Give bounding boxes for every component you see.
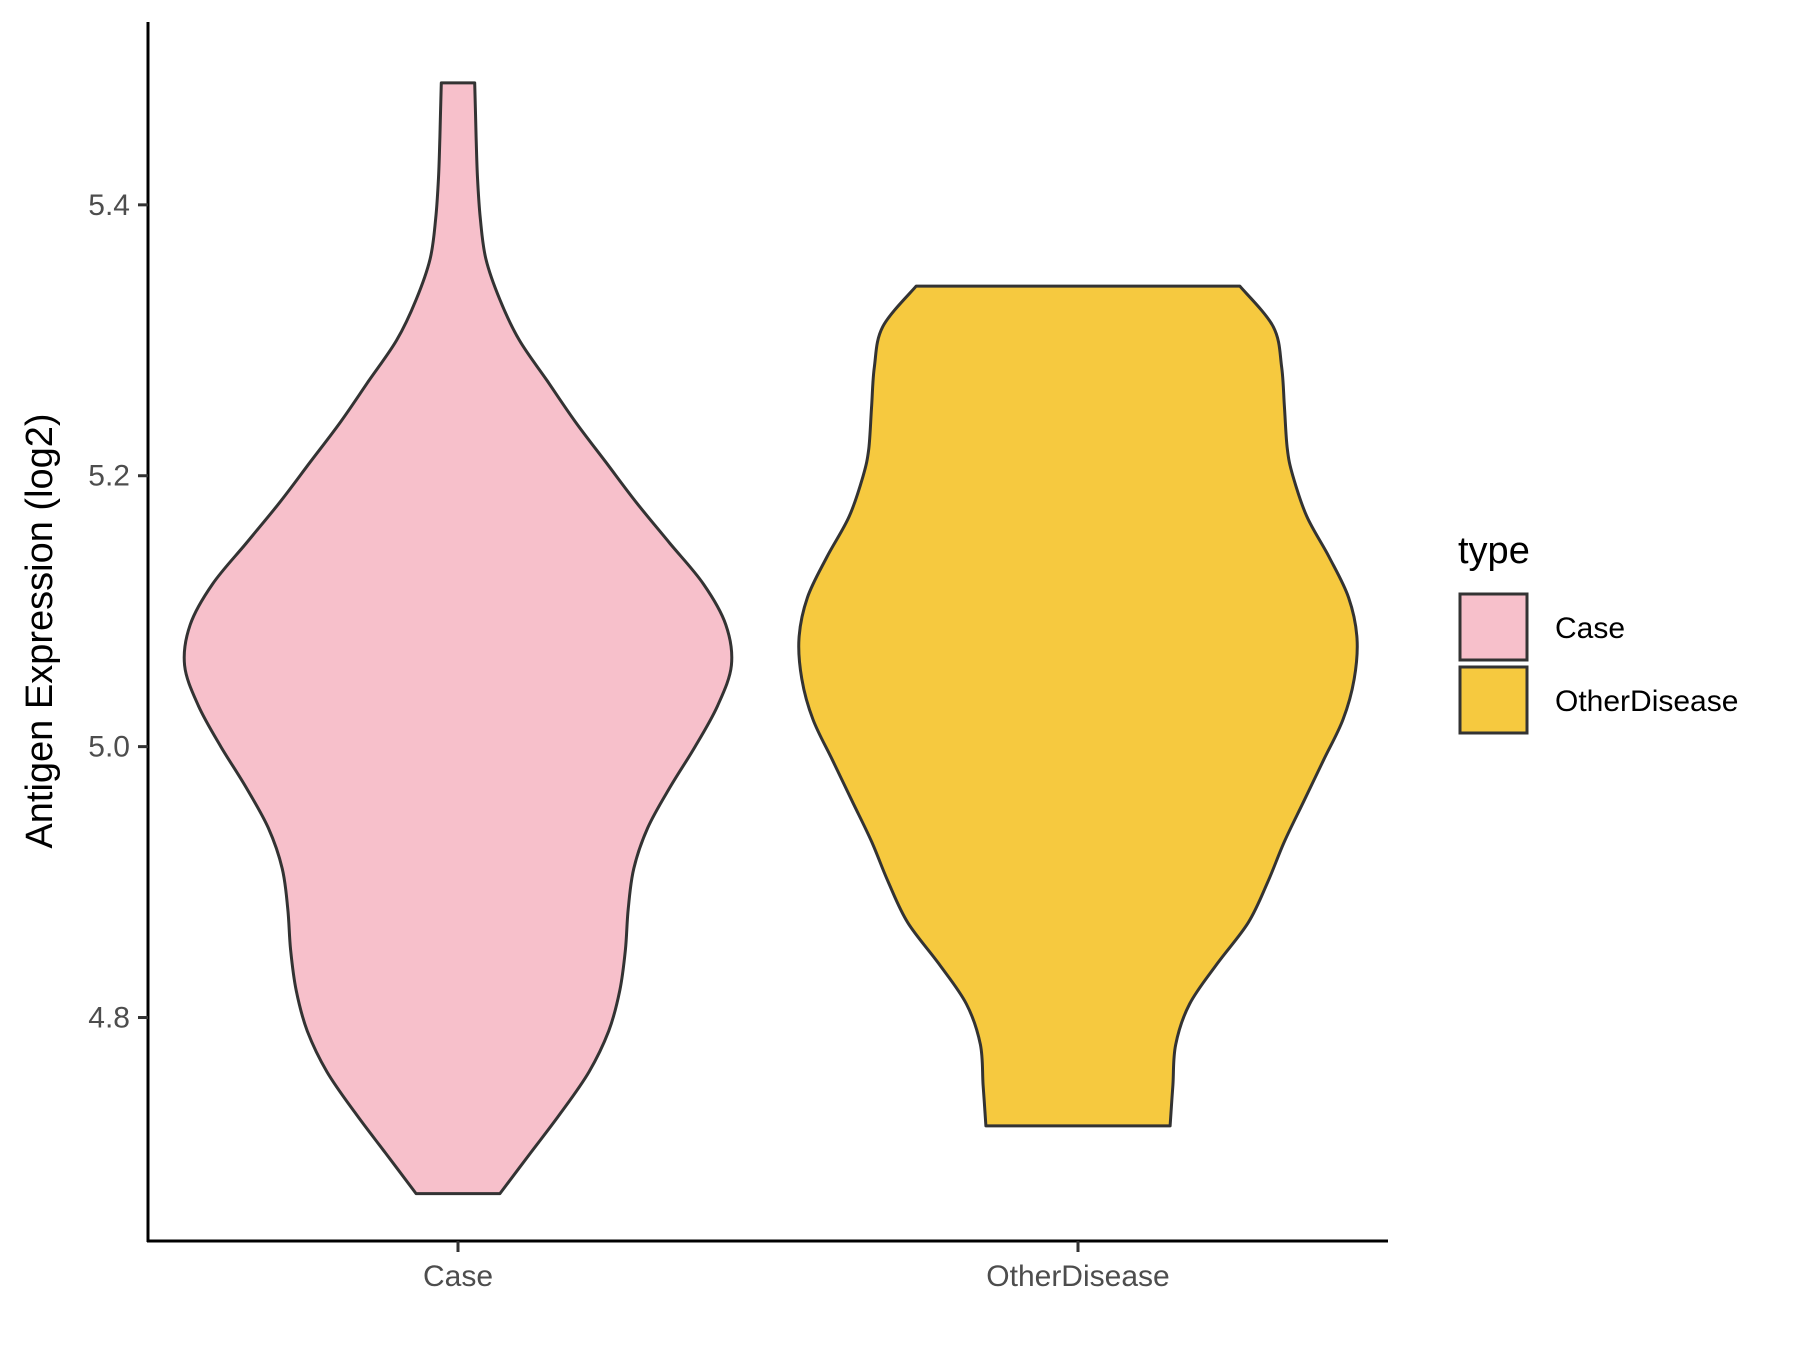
x-tick-layer: Case OtherDisease [423,1241,1170,1293]
violin-case [182,81,734,1196]
y-axis-title: Antigen Expression (log2) [19,413,61,848]
x-tick-label: OtherDisease [986,1260,1169,1293]
legend: type Case OtherDisease [1458,530,1738,735]
y-tick-label: 5.4 [88,189,130,222]
y-tick-label: 5.0 [88,731,130,764]
violin-otherdisease [797,284,1359,1128]
legend-title: type [1458,530,1530,572]
y-tick-label: 5.2 [88,460,130,493]
legend-swatch-case [1458,592,1529,662]
y-tick-label: 4.8 [88,1002,130,1035]
legend-swatch-otherdisease [1458,665,1529,735]
legend-label: OtherDisease [1555,685,1738,718]
y-tick-layer: 4.8 5.0 5.2 5.4 [88,189,148,1035]
violin-layer [182,81,1359,1196]
x-tick-label: Case [423,1260,493,1293]
legend-label: Case [1555,612,1625,645]
